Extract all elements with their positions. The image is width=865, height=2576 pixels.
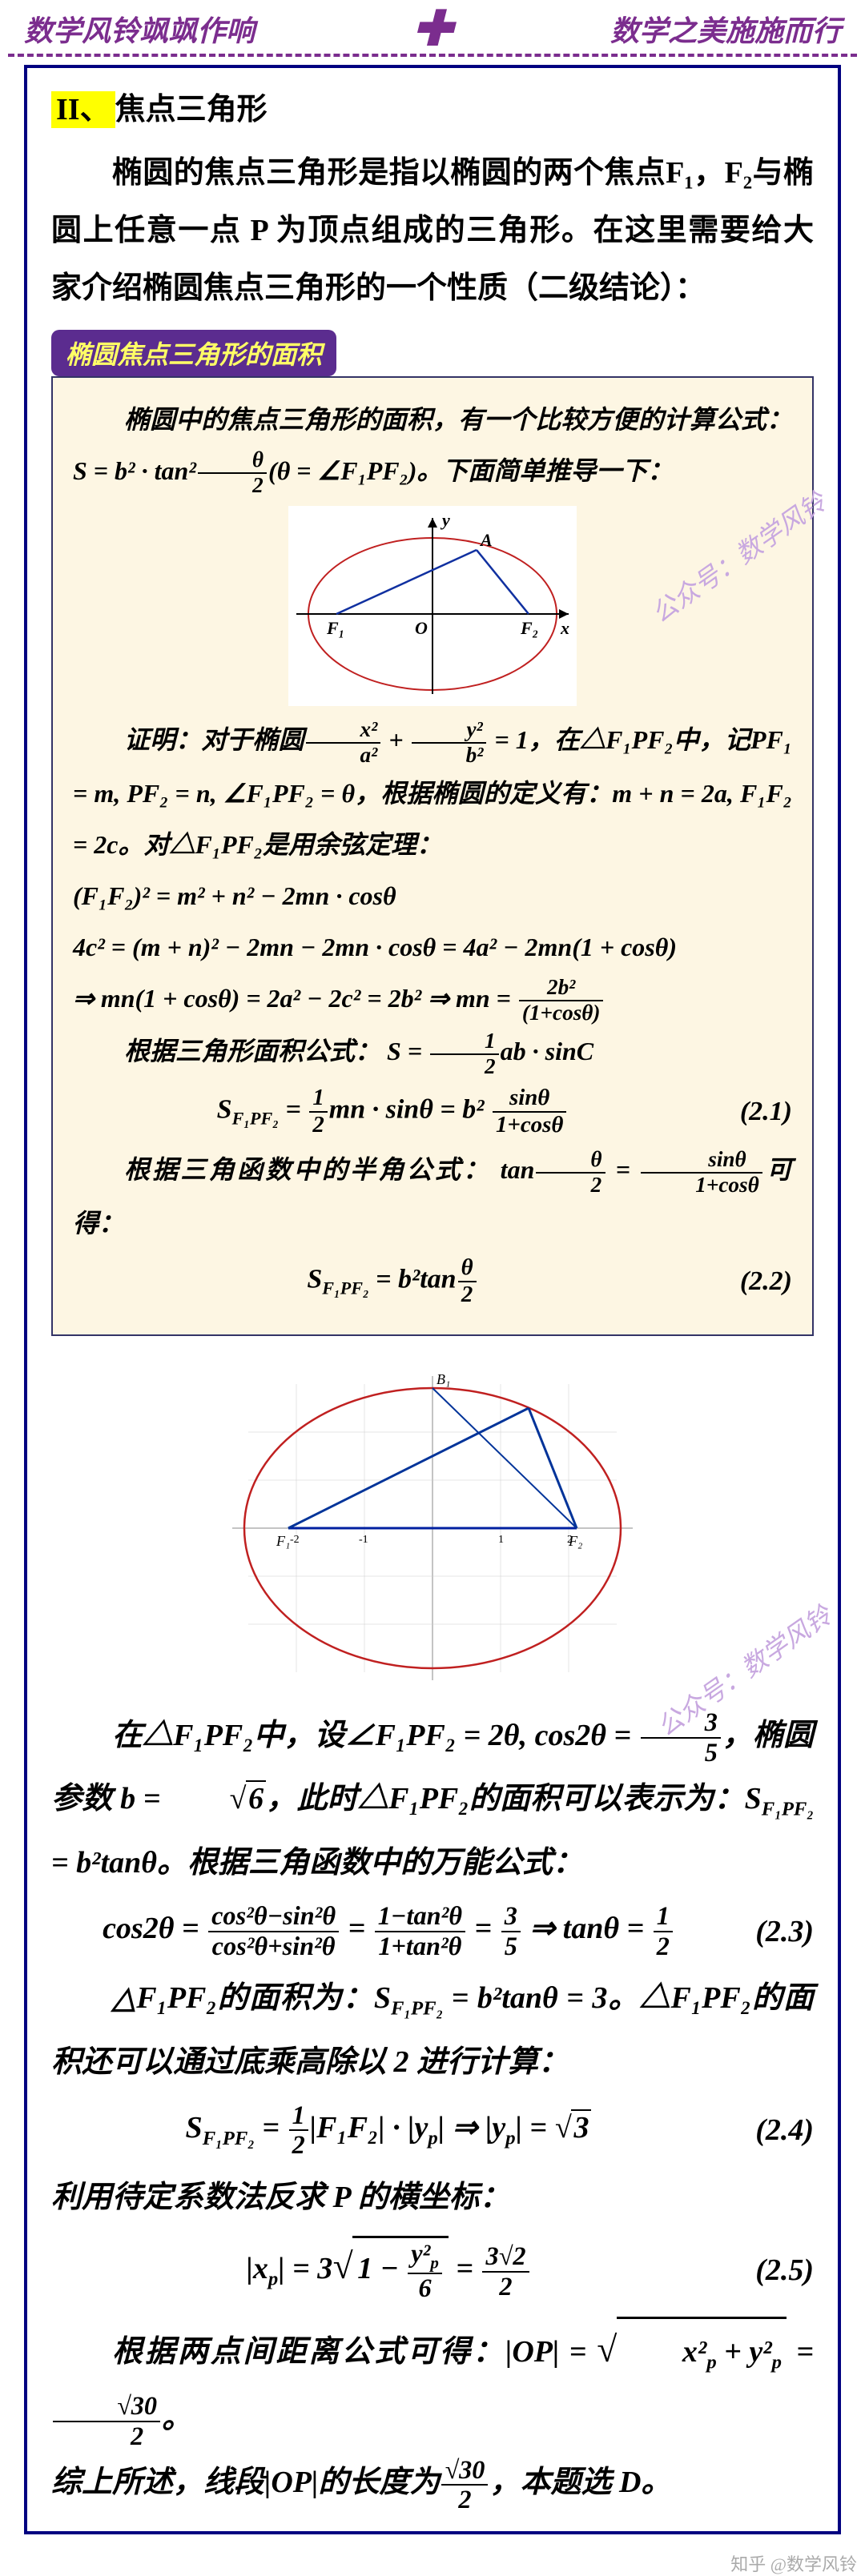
header: 数学风铃飒飒作响 ✚ 数学之美施施而行 xyxy=(0,0,865,54)
eq-c-den: (1+cosθ) xyxy=(519,1001,604,1025)
lower-p5: 综上所述，线段|OP|的长度为√302，本题选 D。 xyxy=(51,2451,814,2515)
eq-2-5-body: |xp| = 3√1 − y²p6 = 3√22 xyxy=(51,2236,726,2304)
eq23-f1d: cos²θ+sin²θ xyxy=(208,1932,339,1961)
eq-2-3-number: (2.3) xyxy=(726,1914,814,1949)
eq25-den: 2 xyxy=(482,2273,529,2301)
eq-c: ⇒ mn(1 + cosθ) = 2a² − 2c² = 2b² ⇒ mn = … xyxy=(73,973,792,1026)
svg-text:x: x xyxy=(560,618,569,638)
proof-1a: 对于椭圆 xyxy=(201,725,304,754)
eq-b: 4c² = (m + n)² − 2mn − 2mn · cosθ = 4a² … xyxy=(73,921,792,973)
lower-section: F₁ F₂ B₁ -2-1 12 公众号：数学风铃 在△F₁PF₂中，设∠F₁P… xyxy=(51,1336,814,2515)
eq-2-2-body: SF₁PF₂ = b²tanθ2 xyxy=(73,1255,712,1308)
area-line: 根据三角形面积公式： S = 12ab · sinC xyxy=(73,1025,792,1079)
header-right: 数学之美施施而行 xyxy=(610,8,841,50)
svg-text:B₁: B₁ xyxy=(437,1371,450,1387)
eq21-den: 1+cosθ xyxy=(493,1113,566,1138)
eq-2-3: cos2θ = cos²θ−sin²θcos²θ+sin²θ = 1−tan²θ… xyxy=(51,1902,814,1960)
lower-p2: △F₁PF₂的面积为：SF₁PF₂ = b²tanθ = 3。△F₁PF₂的面积… xyxy=(51,1967,814,2095)
eq25-num: 3√2 xyxy=(482,2242,529,2273)
lower-p3: 利用待定系数法反求 P 的横坐标： xyxy=(51,2166,814,2230)
p4-den: 2 xyxy=(53,2422,160,2451)
box-p1a: 椭圆中的焦点三角形的面积，有一个比较方便的计算公式： xyxy=(124,405,792,434)
box-p1b: 。下面简单推导一下： xyxy=(416,456,673,485)
formula-box: 椭圆中的焦点三角形的面积，有一个比较方便的计算公式： S = b² · tan²… xyxy=(51,376,814,1336)
svg-text:-1: -1 xyxy=(359,1534,368,1546)
p4a: 根据两点间距离公式可得：|OP| = xyxy=(112,2335,586,2369)
footer-attribution: 知乎 @数学风铃 xyxy=(0,2550,865,2576)
section-title: II、焦点三角形 xyxy=(51,84,814,128)
eq23-f1n: cos²θ−sin²θ xyxy=(208,1902,339,1932)
svg-text:F₁: F₁ xyxy=(276,1533,290,1549)
p5-num: √30 xyxy=(441,2456,488,2486)
p4-end: 。 xyxy=(162,2401,192,2435)
eq21-sub: F₁PF₂ xyxy=(232,1108,279,1128)
eq-a: (F₁F₂)² = m² + n² − 2mn · cosθ xyxy=(73,870,792,921)
svg-text:2: 2 xyxy=(567,1534,573,1546)
p5b: ，本题选 D。 xyxy=(489,2466,671,2499)
svg-text:O: O xyxy=(415,618,428,638)
p4-num: √30 xyxy=(53,2392,160,2422)
half-den: 1+cosθ xyxy=(641,1174,762,1198)
section-name: 焦点三角形 xyxy=(115,93,268,126)
section-number: II、 xyxy=(51,91,115,128)
cream-box-banner: 椭圆焦点三角形的面积 xyxy=(51,330,336,376)
svg-text:A: A xyxy=(479,530,493,550)
header-left: 数学风铃飒飒作响 xyxy=(24,8,255,50)
eq23-f2n: 1−tan²θ xyxy=(375,1902,465,1932)
eq-2-2: SF₁PF₂ = b²tanθ2 (2.2) xyxy=(73,1255,792,1308)
eq-2-4: SF₁PF₂ = 12|F₁F₂| · |yp| ⇒ |yp| = 3 (2.4… xyxy=(51,2101,814,2160)
svg-text:-2: -2 xyxy=(290,1534,300,1546)
ellipse-figure-1: A F₁ F₂ O x y xyxy=(288,506,577,706)
svg-text:F₂: F₂ xyxy=(520,618,538,638)
box-intro: 椭圆中的焦点三角形的面积，有一个比较方便的计算公式： S = b² · tan²… xyxy=(73,394,792,499)
eq-2-4-body: SF₁PF₂ = 12|F₁F₂| · |yp| ⇒ |yp| = 3 xyxy=(51,2101,726,2160)
main-frame: II、焦点三角形 椭圆的焦点三角形是指以椭圆的两个焦点F₁，F₂与椭圆上任意一点… xyxy=(24,65,841,2534)
svg-text:F₁: F₁ xyxy=(326,618,344,638)
p5a: 综上所述，线段|OP|的长度为 xyxy=(51,2466,440,2499)
eq-2-1-number: (2.1) xyxy=(712,1097,792,1127)
header-cross-icon: ✚ xyxy=(412,17,453,41)
eq-2-5-number: (2.5) xyxy=(726,2253,814,2288)
half-angle-line: 根据三角函数中的半角公式： tanθ2 = sinθ1+cosθ可得： xyxy=(73,1144,792,1249)
eq-c-text: ⇒ mn(1 + cosθ) = 2a² − 2c² = 2b² ⇒ mn = xyxy=(73,984,511,1013)
lower-p1: 在△F₁PF₂中，设∠F₁PF₂ = 2θ, cos2θ = 35，椭圆参数 b… xyxy=(51,1704,814,1896)
p5-den: 2 xyxy=(441,2486,488,2514)
eq21-num: sinθ xyxy=(493,1085,566,1113)
intro-paragraph: 椭圆的焦点三角形是指以椭圆的两个焦点F₁，F₂与椭圆上任意一点 P 为顶点组成的… xyxy=(51,144,814,318)
ellipse-figure-2: F₁ F₂ B₁ -2-1 12 xyxy=(200,1360,665,1696)
area-label: 根据三角形面积公式： xyxy=(124,1037,380,1065)
eq-2-5: |xp| = 3√1 − y²p6 = 3√22 (2.5) xyxy=(51,2236,814,2304)
lower-p4: 根据两点间距离公式可得：|OP| = √x²p + y²p = √302。 xyxy=(51,2311,814,2452)
eq-2-3-body: cos2θ = cos²θ−sin²θcos²θ+sin²θ = 1−tan²θ… xyxy=(51,1902,726,1960)
proof-text: 证明：对于椭圆x²a² + y²b² = 1，在△F₁PF₂中，记PF₁ = m… xyxy=(73,714,792,870)
proof-label: 证明： xyxy=(124,725,201,754)
half-label: 根据三角函数中的半角公式： xyxy=(124,1155,491,1184)
svg-text:1: 1 xyxy=(498,1534,504,1546)
eq23-f2d: 1+tan²θ xyxy=(375,1932,465,1961)
eq-2-1: SF₁PF₂ = 12mn · sinθ = b² sinθ1+cosθ (2.… xyxy=(73,1085,792,1138)
eq-c-num: 2b² xyxy=(519,976,604,1001)
half-num: sinθ xyxy=(641,1148,762,1174)
eq-2-2-number: (2.2) xyxy=(712,1266,792,1297)
eq-2-1-body: SF₁PF₂ = 12mn · sinθ = b² sinθ1+cosθ xyxy=(73,1085,712,1138)
eq-2-4-number: (2.4) xyxy=(726,2113,814,2148)
watermark-1: 公众号：数学风铃 xyxy=(643,483,832,631)
